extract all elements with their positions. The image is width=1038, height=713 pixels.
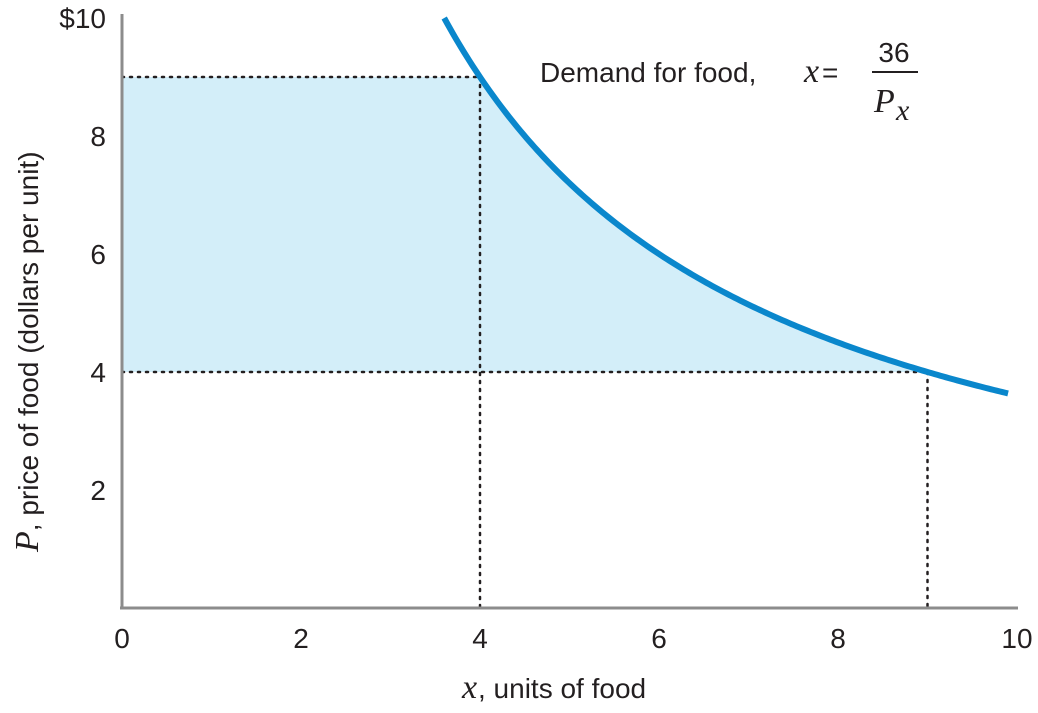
x-axis-label: x , units of food	[461, 669, 646, 706]
x-axis-label-text: , units of food	[478, 673, 646, 704]
x-tick-label: 0	[114, 623, 130, 654]
y-tick-label: 4	[90, 357, 106, 388]
y-axis-label-var: P	[9, 531, 46, 553]
annotation-prefix: Demand for food,	[540, 57, 756, 88]
annotation-denominator: P	[873, 83, 895, 120]
annotation-denominator-sub: x	[895, 94, 910, 127]
demand-curve	[441, 16, 1009, 397]
y-axis-label: P, price of food (dollars per unit)	[9, 151, 46, 553]
y-axis-label-text: , price of food (dollars per unit)	[13, 151, 44, 531]
x-tick-label: 8	[830, 623, 846, 654]
svg-text:P, price of food (dollars per: P, price of food (dollars per unit)	[9, 151, 46, 553]
x-axis-label-var: x	[461, 669, 477, 706]
annotation-var: x	[803, 53, 819, 90]
annotation-eq: =	[822, 57, 838, 88]
y-tick-label: 2	[90, 475, 106, 506]
y-tick-label: $10	[59, 3, 106, 34]
shaded-area	[122, 77, 928, 372]
x-tick-label: 6	[651, 623, 667, 654]
x-tick-label: 10	[1001, 623, 1032, 654]
y-tick-label: 6	[90, 239, 106, 270]
x-tick-label: 4	[472, 623, 488, 654]
annotation-numerator: 36	[878, 37, 909, 68]
curve-annotation: Demand for food, x = 36 P x	[540, 37, 918, 127]
y-tick-label: 8	[90, 121, 106, 152]
x-tick-label: 2	[293, 623, 309, 654]
